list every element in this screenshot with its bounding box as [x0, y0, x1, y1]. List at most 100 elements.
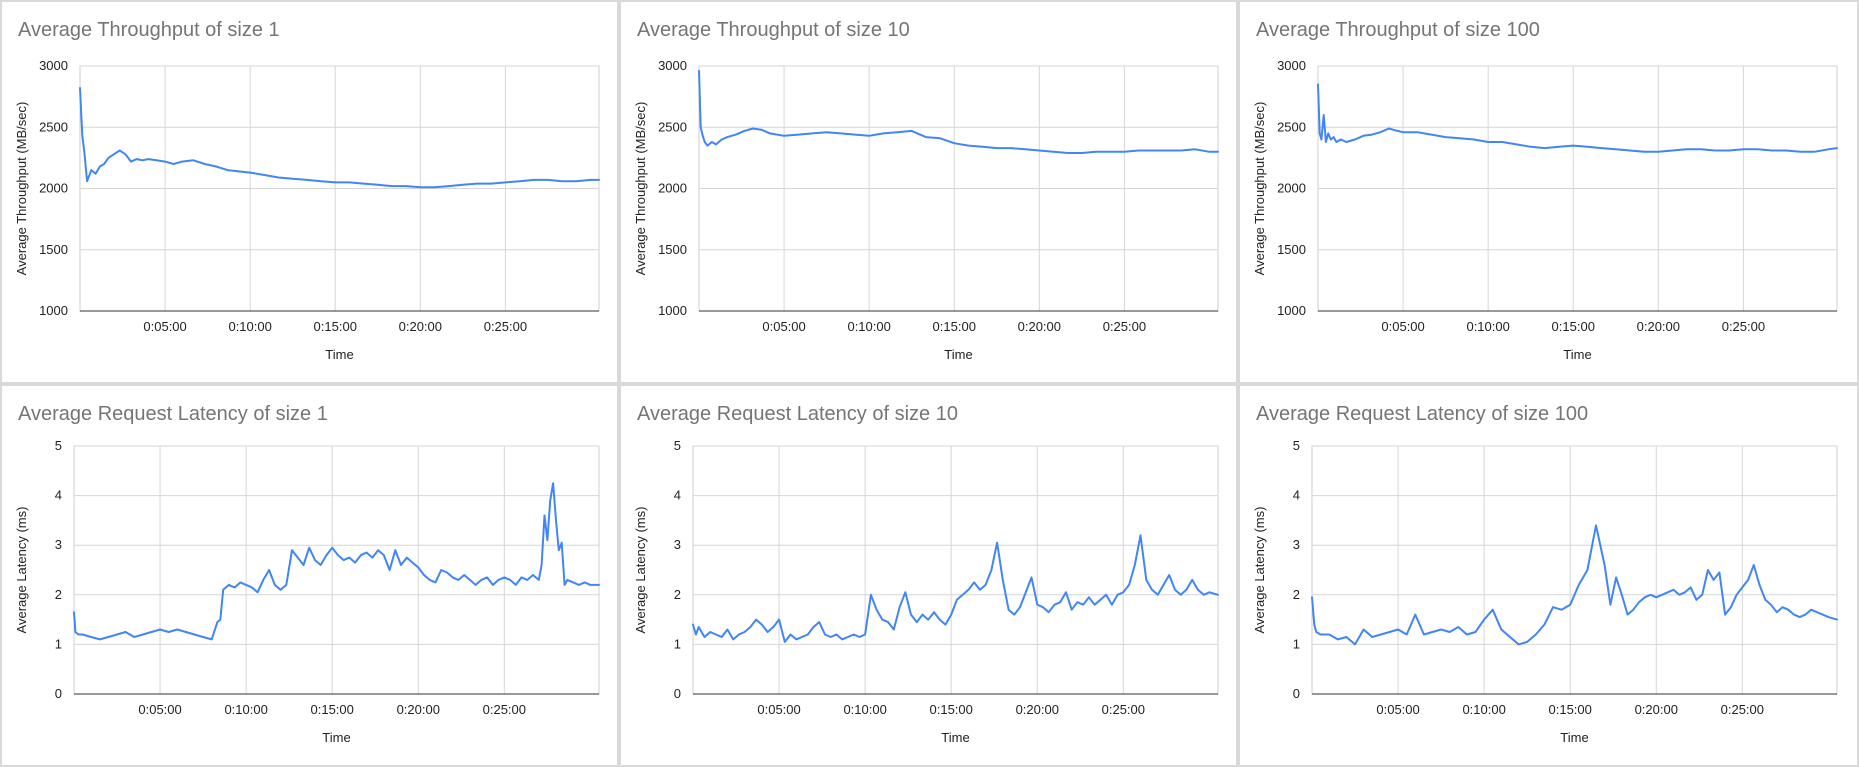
y-axis-label: Average Throughput (MB/sec)	[633, 102, 648, 276]
x-axis-label: Time	[322, 730, 350, 745]
y-tick-label: 5	[674, 438, 681, 453]
x-tick-label: 0:05:00	[138, 702, 181, 717]
x-axis-label: Time	[941, 730, 969, 745]
y-tick-label: 3000	[39, 58, 68, 73]
y-tick-label: 2500	[1277, 119, 1306, 134]
y-tick-label: 2500	[658, 119, 687, 134]
chart-latency-size-10: Average Request Latency of size 10 0 1 2 3 4 5…	[621, 386, 1236, 765]
series-line	[692, 534, 1219, 643]
y-tick-label: 1	[674, 636, 681, 651]
x-tick-label: 0:15:00	[930, 702, 973, 717]
y-tick-label: 5	[1293, 438, 1300, 453]
y-axis-label: Average Throughput (MB/sec)	[14, 102, 29, 276]
x-tick-label: 0:20:00	[1016, 702, 1059, 717]
x-tick-label: 0:20:00	[399, 319, 442, 334]
series-line	[73, 482, 600, 641]
chart-latency-size-1: Average Request Latency of size 1 0 1 2 3 4 5 0…	[2, 386, 617, 765]
chart-title: Average Throughput of size 1	[18, 19, 280, 41]
y-tick-label: 2	[55, 587, 62, 602]
y-tick-label: 1	[55, 636, 62, 651]
y-tick-label: 1	[1293, 636, 1300, 651]
x-tick-label: 0:05:00	[757, 702, 800, 717]
x-tick-label: 0:05:00	[1381, 319, 1424, 334]
x-tick-label: 0:25:00	[483, 702, 526, 717]
chart-title: Average Request Latency of size 10	[637, 403, 958, 425]
x-tick-label: 0:10:00	[1466, 319, 1509, 334]
x-tick-label: 0:20:00	[1637, 319, 1680, 334]
y-tick-label: 3	[1293, 537, 1300, 552]
x-tick-label: 0:15:00	[1552, 319, 1595, 334]
x-tick-label: 0:10:00	[847, 319, 890, 334]
x-tick-label: 0:25:00	[1102, 702, 1145, 717]
y-tick-label: 2500	[39, 119, 68, 134]
x-tick-label: 0:10:00	[224, 702, 267, 717]
series-line	[1311, 524, 1838, 646]
series-line	[698, 69, 1219, 154]
y-tick-label: 4	[674, 488, 681, 503]
series-line	[79, 87, 600, 189]
x-axis-label: Time	[325, 347, 353, 362]
plot-frame	[692, 445, 1219, 695]
chart-title: Average Request Latency of size 100	[1256, 403, 1588, 425]
x-tick-label: 0:25:00	[484, 319, 527, 334]
chart-svg: Average Throughput of size 100 1000 1500 20…	[1252, 19, 1838, 362]
y-tick-label: 1000	[1277, 303, 1306, 318]
y-tick-label: 1000	[658, 303, 687, 318]
x-tick-label: 0:10:00	[228, 319, 271, 334]
x-tick-label: 0:15:00	[933, 319, 976, 334]
chart-svg: Average Request Latency of size 1 0 1 2 3 4 5 0…	[14, 403, 600, 745]
plot-frame	[73, 445, 600, 695]
y-tick-label: 0	[55, 686, 62, 701]
y-axis-label: Average Latency (ms)	[633, 507, 648, 634]
x-axis-label: Time	[1560, 730, 1588, 745]
chart-svg: Average Request Latency of size 100 0 1 2 3 4…	[1252, 403, 1838, 745]
chart-title: Average Throughput of size 100	[1256, 19, 1540, 41]
x-tick-label: 0:10:00	[1462, 702, 1505, 717]
y-tick-label: 3000	[1277, 58, 1306, 73]
y-tick-label: 3000	[658, 58, 687, 73]
chart-latency-size-100: Average Request Latency of size 100 0 1 2 3 4…	[1240, 386, 1857, 765]
y-tick-label: 1500	[658, 242, 687, 257]
chart-throughput-size-100: Average Throughput of size 100 1000 1500 20…	[1240, 2, 1857, 382]
chart-svg: Average Throughput of size 10 1000 1500 200…	[633, 19, 1219, 362]
y-tick-label: 2000	[1277, 181, 1306, 196]
x-tick-label: 0:20:00	[1018, 319, 1061, 334]
y-tick-label: 3	[55, 537, 62, 552]
y-tick-label: 3	[674, 537, 681, 552]
x-tick-label: 0:25:00	[1721, 702, 1764, 717]
y-tick-label: 0	[674, 686, 681, 701]
x-tick-label: 0:20:00	[1635, 702, 1678, 717]
y-tick-label: 2	[674, 587, 681, 602]
chart-svg: Average Throughput of size 1 1000 1500 2000…	[14, 19, 600, 362]
chart-svg: Average Request Latency of size 10 0 1 2 3 4 5…	[633, 403, 1219, 745]
y-tick-label: 2000	[658, 181, 687, 196]
x-axis-label: Time	[944, 347, 972, 362]
chart-throughput-size-10: Average Throughput of size 10 1000 1500 200…	[621, 2, 1236, 382]
y-tick-label: 0	[1293, 686, 1300, 701]
x-tick-label: 0:25:00	[1103, 319, 1146, 334]
y-tick-label: 1500	[39, 242, 68, 257]
chart-throughput-size-1: Average Throughput of size 1 1000 1500 2000…	[2, 2, 617, 382]
y-tick-label: 1000	[39, 303, 68, 318]
y-tick-label: 5	[55, 438, 62, 453]
x-tick-label: 0:05:00	[762, 319, 805, 334]
chart-title: Average Throughput of size 10	[637, 19, 910, 41]
y-tick-label: 4	[55, 488, 62, 503]
x-tick-label: 0:05:00	[1376, 702, 1419, 717]
x-tick-label: 0:10:00	[843, 702, 886, 717]
x-tick-label: 0:25:00	[1722, 319, 1765, 334]
series-line	[1317, 83, 1838, 153]
y-tick-label: 2000	[39, 181, 68, 196]
y-axis-label: Average Latency (ms)	[1252, 507, 1267, 634]
x-tick-label: 0:15:00	[311, 702, 354, 717]
y-axis-label: Average Latency (ms)	[14, 507, 29, 634]
x-tick-label: 0:15:00	[314, 319, 357, 334]
x-axis-label: Time	[1563, 347, 1591, 362]
y-axis-label: Average Throughput (MB/sec)	[1252, 102, 1267, 276]
x-tick-label: 0:05:00	[143, 319, 186, 334]
x-tick-label: 0:15:00	[1549, 702, 1592, 717]
chart-title: Average Request Latency of size 1	[18, 403, 328, 425]
plot-frame	[1311, 445, 1838, 695]
y-tick-label: 1500	[1277, 242, 1306, 257]
